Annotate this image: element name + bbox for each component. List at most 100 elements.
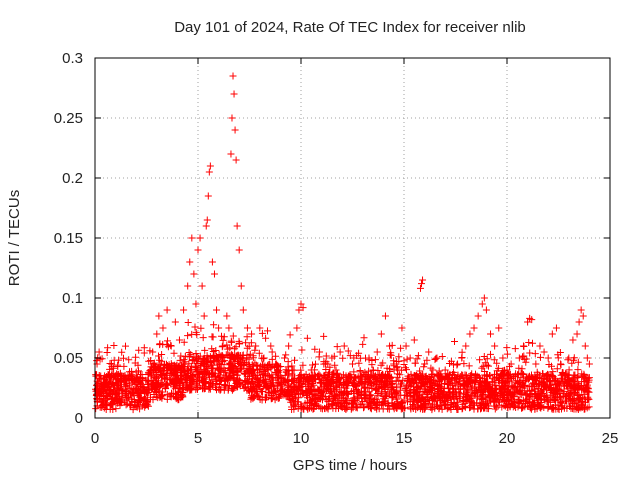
data-point [297,300,305,308]
data-point [482,306,490,314]
data-point [132,380,140,388]
data-point [402,342,410,350]
data-point [203,216,211,224]
data-point [328,354,336,362]
noise-markers [92,319,593,414]
data-point [248,330,256,338]
data-point [205,168,213,176]
data-point [155,312,163,320]
data-point [186,258,194,266]
data-point [373,348,381,356]
data-point [272,360,280,368]
data-point [524,318,532,326]
data-point [548,330,556,338]
data-point [228,114,236,122]
data-point [316,348,324,356]
data-point [268,348,276,356]
data-point [365,354,373,362]
data-point [311,372,319,380]
data-point [349,360,356,368]
data-point [295,306,303,314]
data-point [390,360,398,368]
data-point [180,306,188,314]
y-tick-label: 0.25 [54,110,83,127]
data-point [410,336,418,344]
data-point [470,324,478,332]
data-point [167,342,175,350]
data-point [552,324,560,332]
data-point [324,360,332,368]
data-point [454,360,462,368]
data-point [289,366,297,374]
data-point [303,378,311,386]
data-point [196,234,204,242]
background-noise-band [92,319,593,414]
data-point [478,300,486,308]
data-point [206,162,214,170]
data-point [507,360,515,368]
data-point [565,354,573,362]
data-point [398,324,406,332]
data-point [107,360,115,368]
data-point [264,366,272,374]
data-point [532,360,540,368]
data-point [336,348,344,356]
data-point [235,246,243,254]
data-point [503,366,511,374]
data-point [188,234,196,242]
data-point [445,378,453,386]
x-tick-label: 20 [499,430,516,447]
data-point [585,360,593,368]
data-point [225,324,233,332]
x-tick-label: 0 [91,430,99,447]
data-point [231,126,239,134]
data-point [561,372,569,380]
data-point [569,336,577,344]
data-point [466,330,474,338]
data-point [369,366,377,374]
data-point [190,270,198,278]
x-axis-tick-labels: 0 5 10 15 20 25 [91,430,619,447]
data-point [441,366,449,374]
data-point [200,312,208,320]
data-point [579,312,587,320]
axis-ticks [94,57,611,419]
data-point [429,366,437,374]
data-point [243,324,251,332]
data-point [307,366,315,374]
data-point [361,368,369,376]
y-tick-label: 0.05 [54,350,83,367]
data-point [577,306,585,314]
data-point [256,324,264,332]
y-axis-label: ROTI / TECUs [6,190,23,286]
data-point [540,348,548,356]
y-tick-label: 0.1 [62,290,83,307]
x-tick-label: 5 [194,430,202,447]
data-point [184,282,192,290]
data-point [239,306,247,314]
x-tick-label: 25 [602,430,619,447]
data-point [344,372,352,380]
chart-title: Day 101 of 2024, Rate Of TEC Index for r… [174,19,526,36]
data-point [386,342,394,350]
x-tick-label: 15 [396,430,413,447]
data-point [320,332,328,340]
data-point [340,342,348,350]
data-point [487,330,495,338]
x-axis-label: GPS time / hours [293,457,407,474]
data-point [223,312,231,320]
data-point [120,378,128,386]
data-point [293,324,301,332]
data-point [175,336,183,344]
data-point [433,354,441,362]
data-point [210,270,218,278]
data-point [414,352,422,360]
data-point [171,318,179,326]
data-point [499,354,507,362]
data-point [406,354,414,362]
data-point [124,384,132,392]
data-point [332,366,340,374]
data-point [230,90,238,98]
data-point [462,342,470,350]
